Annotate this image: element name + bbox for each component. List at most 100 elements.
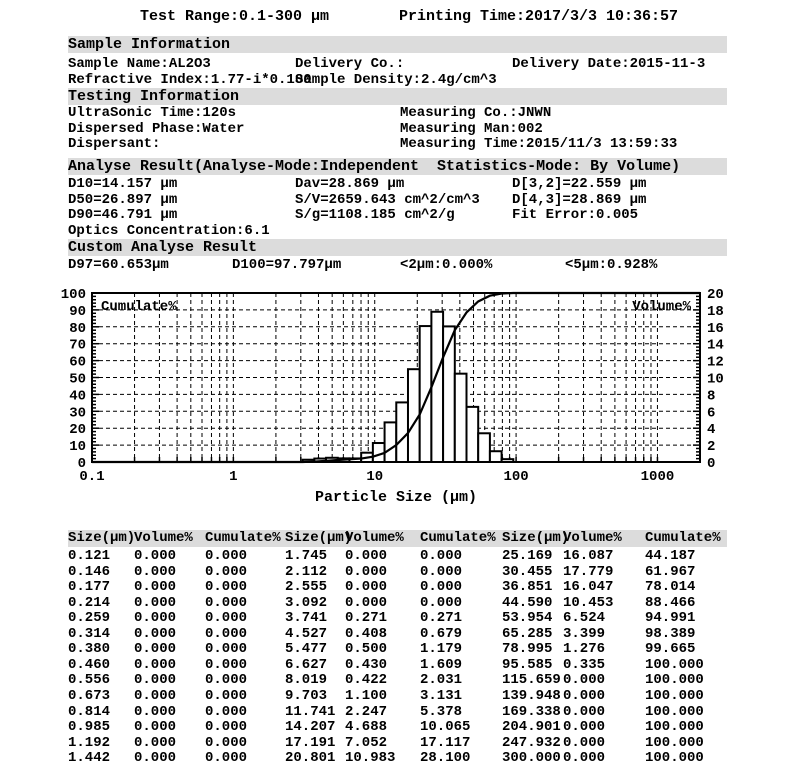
table-cell: 0.000 xyxy=(205,548,248,564)
table-cell: 98.389 xyxy=(645,625,696,642)
table-cell: 53.954 xyxy=(502,610,553,627)
table-cell: 10.453 xyxy=(563,594,614,611)
info-field: D50=26.897 μm xyxy=(68,191,178,208)
table-cell: 100.000 xyxy=(645,703,704,720)
table-cell: 5.477 xyxy=(285,641,328,658)
table-cell: 0.000 xyxy=(563,672,606,689)
right-axis-tick-label: 10 xyxy=(707,372,724,388)
table-cell: 0.177 xyxy=(68,579,111,596)
left-axis-tick-label: 40 xyxy=(69,388,86,404)
table-cell: 0.000 xyxy=(420,594,463,611)
table-cell: 88.466 xyxy=(645,594,696,611)
table-cell: 0.000 xyxy=(563,719,606,736)
table-cell: 0.000 xyxy=(563,750,606,767)
right-axis-tick-label: 16 xyxy=(707,321,724,337)
info-field: Dav=28.869 μm xyxy=(295,176,405,192)
table-cell: 0.000 xyxy=(345,579,388,596)
table-cell: 0.000 xyxy=(420,563,463,580)
table-cell: 1.192 xyxy=(68,734,111,751)
table-cell: 0.380 xyxy=(68,641,111,658)
table-cell: 5.378 xyxy=(420,703,463,720)
info-field: UltraSonic Time:120s xyxy=(68,105,237,121)
table-cell: 25.169 xyxy=(502,548,553,564)
info-field: <5μm:0.928% xyxy=(565,257,658,273)
table-cell: 0.314 xyxy=(68,625,111,642)
table-cell: 4.688 xyxy=(345,719,388,736)
table-cell: 0.000 xyxy=(345,548,388,564)
left-axis-tick-label: 70 xyxy=(69,338,86,354)
table-cell: 100.000 xyxy=(645,734,704,751)
table-cell: 28.100 xyxy=(420,750,471,767)
x-axis-tick-label: 1000 xyxy=(641,469,675,485)
table-cell: 0.000 xyxy=(205,703,248,720)
table-header-cell: Volume% xyxy=(345,530,404,546)
table-cell: 1.100 xyxy=(345,687,388,704)
right-axis-tick-label: 4 xyxy=(707,422,715,438)
right-axis-tick-label: 18 xyxy=(707,304,724,320)
section-title-analyse-result: Analyse Result(Analyse-Mode:Independent … xyxy=(68,158,727,175)
info-field: <2μm:0.000% xyxy=(400,257,493,273)
table-cell: 0.000 xyxy=(205,687,248,704)
table-cell: 0.000 xyxy=(205,656,248,673)
table-cell: 0.000 xyxy=(563,703,606,720)
info-field: Refractive Index:1.77-i*0.100 xyxy=(68,71,312,88)
table-cell: 0.000 xyxy=(134,656,177,673)
table-cell: 0.000 xyxy=(205,672,248,689)
left-axis-tick-label: 100 xyxy=(61,287,86,303)
table-cell: 17.779 xyxy=(563,563,614,580)
table-cell: 0.000 xyxy=(345,594,388,611)
table-cell: 300.000 xyxy=(502,750,561,767)
table-cell: 1.276 xyxy=(563,641,606,658)
left-axis-tick-label: 60 xyxy=(69,355,86,371)
table-header-cell: Cumulate% xyxy=(420,530,496,546)
table-cell: 0.679 xyxy=(420,625,463,642)
table-cell: 44.590 xyxy=(502,594,553,611)
section-title-text: Testing Information xyxy=(68,88,240,105)
volume-histogram-bars xyxy=(301,310,515,464)
table-cell: 6.524 xyxy=(563,610,606,627)
table-cell: 7.052 xyxy=(345,734,388,751)
table-cell: 247.932 xyxy=(502,734,561,751)
info-field: D10=14.157 μm xyxy=(68,176,178,192)
x-axis-tick-label: 10 xyxy=(366,469,383,485)
table-cell: 0.000 xyxy=(134,734,177,751)
result-table-header: Size(μm) Volume% Cumulate% Size(μm) Volume% C… xyxy=(68,530,727,547)
table-cell: 0.000 xyxy=(134,750,177,767)
info-field: D97=60.653μm xyxy=(68,257,169,273)
info-field: Measuring Co.:JNWN xyxy=(400,105,552,121)
info-field: D100=97.797μm xyxy=(232,257,342,273)
section-title-text: Analyse Result(Analyse-Mode:Independent … xyxy=(68,158,681,175)
left-axis-tick-label: 20 xyxy=(69,422,86,438)
table-cell: 0.000 xyxy=(205,625,248,642)
table-cell: 0.271 xyxy=(420,610,463,627)
table-cell: 0.000 xyxy=(205,750,248,767)
table-cell: 11.741 xyxy=(285,703,336,720)
table-cell: 20.801 xyxy=(285,750,336,767)
left-axis-tick-label: 90 xyxy=(69,304,86,320)
table-cell: 0.000 xyxy=(420,548,463,564)
x-axis-title: Particle Size (μm) xyxy=(315,489,477,506)
table-cell: 2.555 xyxy=(285,579,328,596)
right-axis-tick-label: 12 xyxy=(707,355,724,371)
info-field: Fit Error:0.005 xyxy=(512,207,639,223)
x-axis-tick-label: 1 xyxy=(229,469,237,485)
table-cell: 100.000 xyxy=(645,687,704,704)
table-cell: 1.179 xyxy=(420,641,463,658)
info-field: Dispersant: xyxy=(68,136,161,152)
table-cell: 0.000 xyxy=(134,703,177,720)
right-axis-tick-label: 2 xyxy=(707,439,715,455)
table-cell: 0.000 xyxy=(563,687,606,704)
table-cell: 0.121 xyxy=(68,548,111,564)
right-axis-tick-label: 14 xyxy=(707,338,724,354)
table-cell: 95.585 xyxy=(502,656,553,673)
table-cell: 1.745 xyxy=(285,548,328,564)
table-cell: 100.000 xyxy=(645,672,704,689)
info-field: Dispersed Phase:Water xyxy=(68,120,245,137)
info-field: S/g=1108.185 cm^2/g xyxy=(295,207,455,223)
table-cell: 0.556 xyxy=(68,672,111,689)
info-field: Sample Name:AL2O3 xyxy=(68,56,211,72)
info-field: Sample Density:2.4g/cm^3 xyxy=(295,71,497,88)
right-axis-tick-label: 8 xyxy=(707,388,715,404)
table-cell: 0.985 xyxy=(68,719,111,736)
